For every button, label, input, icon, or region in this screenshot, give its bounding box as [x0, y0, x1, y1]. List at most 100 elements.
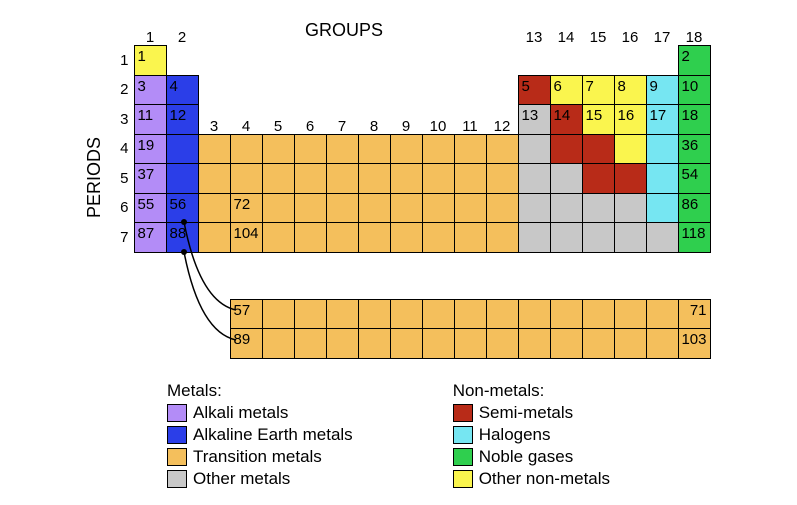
element-cell [422, 193, 455, 224]
group-header [454, 16, 487, 47]
legend-label: Other metals [193, 469, 290, 489]
element-cell [614, 193, 647, 224]
element-cell: 9 [646, 75, 679, 106]
element-cell [422, 222, 455, 253]
element-cell: 36 [678, 134, 711, 165]
element-cell: 118 [678, 222, 711, 253]
element-cell [646, 299, 679, 330]
element-cell [390, 328, 423, 359]
group-header: 11 [454, 104, 487, 135]
element-cell [646, 222, 679, 253]
period-header: 3 [102, 104, 135, 135]
legend-nonmetals: Non-metals: Semi-metalsHalogensNoble gas… [453, 380, 610, 490]
element-cell [294, 163, 327, 194]
element-cell: 88 [166, 222, 199, 253]
element-cell: 13 [518, 104, 551, 135]
element-cell [422, 299, 455, 330]
group-header: 9 [390, 104, 423, 135]
element-cell: 3 [134, 75, 167, 106]
element-cell [358, 163, 391, 194]
element-cell [550, 299, 583, 330]
element-cell [198, 222, 231, 253]
legend-label: Other non-metals [479, 469, 610, 489]
legend-swatch [167, 404, 187, 422]
element-cell [262, 193, 295, 224]
element-cell: 10 [678, 75, 711, 106]
element-cell [582, 134, 615, 165]
element-cell [390, 299, 423, 330]
element-cell: 17 [646, 104, 679, 135]
element-cell [390, 193, 423, 224]
element-cell [230, 163, 263, 194]
element-cell [518, 299, 551, 330]
element-cell [358, 134, 391, 165]
element-cell [518, 163, 551, 194]
legend-swatch [453, 448, 473, 466]
element-cell [358, 222, 391, 253]
legend-label: Halogens [479, 425, 551, 445]
element-cell [294, 328, 327, 359]
element-cell: 104 [230, 222, 263, 253]
legend-item: Alkaline Earth metals [167, 424, 353, 446]
element-cell [454, 193, 487, 224]
group-header: 7 [326, 104, 359, 135]
element-cell [262, 222, 295, 253]
period-header: 4 [102, 134, 135, 165]
element-cell [550, 163, 583, 194]
element-cell [294, 222, 327, 253]
legend-label: Alkaline Earth metals [193, 425, 353, 445]
element-cell [614, 163, 647, 194]
element-cell [454, 328, 487, 359]
element-cell [486, 193, 519, 224]
group-header: 13 [518, 16, 551, 47]
legend-item: Other metals [167, 468, 353, 490]
element-cell: 71 [678, 299, 711, 330]
element-cell [646, 134, 679, 165]
element-cell: 19 [134, 134, 167, 165]
element-cell [614, 222, 647, 253]
element-cell [454, 163, 487, 194]
period-header: 7 [102, 222, 135, 253]
element-cell [550, 193, 583, 224]
period-header: 6 [102, 193, 135, 224]
element-cell [262, 163, 295, 194]
element-cell [294, 193, 327, 224]
element-cell [198, 193, 231, 224]
element-cell [422, 134, 455, 165]
group-header: 12 [486, 104, 519, 135]
element-cell [294, 299, 327, 330]
legend-label: Alkali metals [193, 403, 288, 423]
group-header [486, 16, 519, 47]
element-cell [646, 193, 679, 224]
element-cell [582, 163, 615, 194]
element-cell [262, 299, 295, 330]
group-header [358, 16, 391, 47]
element-cell [326, 299, 359, 330]
element-cell [518, 222, 551, 253]
group-header [294, 16, 327, 47]
element-cell: 2 [678, 45, 711, 76]
legend-item: Other non-metals [453, 468, 610, 490]
element-cell [550, 134, 583, 165]
group-header: 3 [198, 104, 231, 135]
period-header: 1 [102, 45, 135, 76]
element-cell [358, 328, 391, 359]
group-header [390, 16, 423, 47]
element-cell [262, 134, 295, 165]
element-cell [518, 193, 551, 224]
legend-metals: Metals: Alkali metalsAlkaline Earth meta… [167, 380, 353, 490]
element-cell [582, 193, 615, 224]
element-cell [486, 134, 519, 165]
legend-swatch [453, 426, 473, 444]
element-cell: 57 [230, 299, 263, 330]
element-cell [582, 299, 615, 330]
element-cell [390, 163, 423, 194]
element-cell: 6 [550, 75, 583, 106]
element-cell [166, 163, 199, 194]
element-cell: 12 [166, 104, 199, 135]
group-header [262, 16, 295, 47]
legend-item: Semi-metals [453, 402, 610, 424]
period-header: 5 [102, 163, 135, 194]
main-table: 1213141516171811223456789103111234567891… [102, 16, 710, 252]
legend-label: Noble gases [479, 447, 574, 467]
